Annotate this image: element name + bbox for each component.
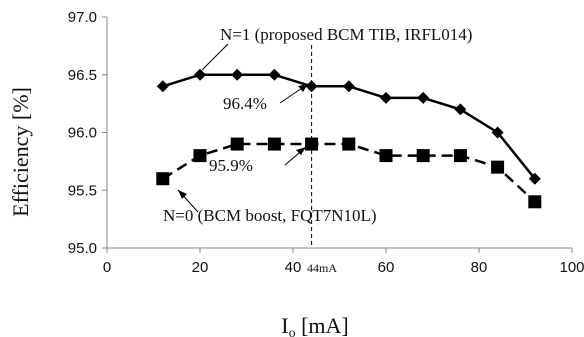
annotation-n1-series: N=1 (proposed BCM TIB, IRFL014) [220,25,472,44]
data-point-n0 [156,172,170,186]
y-tick-label: 97.0 [68,9,97,26]
data-point-n0 [379,149,393,163]
y-tick-label: 96.0 [68,125,97,142]
x-axis-label: Io [mA] [281,313,348,337]
arrowhead-n0-series [178,190,187,199]
data-point-n1 [156,80,169,93]
annotation-vline-label: 44mA [307,261,337,275]
x-tick-label: 0 [103,259,111,276]
y-tick-label: 95.0 [68,240,97,257]
data-point-n0 [453,149,467,163]
data-point-n0 [416,149,430,163]
y-tick-label: 95.5 [68,182,97,199]
x-axis-label-subscript: o [289,326,296,337]
data-point-n1 [417,91,430,104]
annotations: N=1 (proposed BCM TIB, IRFL014) N=0 (BCM… [163,25,472,275]
data-point-n1 [454,103,467,116]
leader-line-n1-series [201,43,229,71]
data-point-n1 [491,126,504,139]
tick-labels: 95.0 95.5 96.0 96.5 97.0 0 20 40 60 80 100 [68,9,584,276]
x-tick-label: 60 [378,259,395,276]
data-point-n1 [194,68,206,81]
annotation-n0-value: 95.9% [209,156,253,175]
data-point-n1 [231,68,244,81]
data-point-n0 [230,137,244,151]
x-tick-label: 80 [471,259,488,276]
arrowhead-n0-value [296,147,306,155]
arrowhead-n1-value [298,84,308,92]
data-point-n1 [305,80,318,93]
data-point-n1 [380,91,392,104]
series-group [156,45,542,248]
data-point-n1 [528,172,541,185]
data-point-n0 [267,137,281,151]
x-axis-label-unit: [mA] [296,313,349,337]
data-point-n1 [268,68,281,81]
data-point-n0 [491,160,505,174]
x-tick-label: 100 [559,259,584,276]
x-tick-label: 20 [192,259,209,276]
data-point-n0 [528,195,542,209]
annotation-n0-series: N=0 (BCM boost, FQT7N10L) [163,206,377,225]
annotation-n1-value: 96.4% [223,94,267,113]
y-tick-label: 96.5 [68,67,97,84]
data-point-n0 [305,137,319,151]
data-point-n0 [342,137,356,151]
y-axis-label: Efficiency [%] [8,87,33,217]
x-tick-label: 40 [285,259,302,276]
axes [102,16,573,253]
data-point-n1 [342,80,355,93]
data-point-n0 [193,149,207,163]
x-axis-label-main: I [281,313,288,337]
